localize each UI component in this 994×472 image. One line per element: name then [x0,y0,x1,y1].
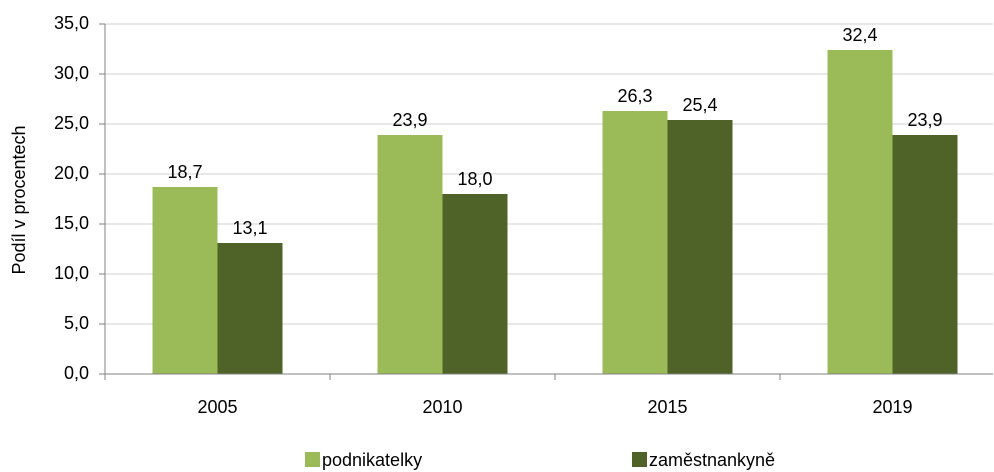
bar [602,111,668,374]
bar [377,135,443,374]
bar [827,50,893,374]
x-tick-label: 2005 [197,397,237,417]
value-label: 25,4 [682,95,717,115]
x-tick-label: 2019 [872,397,912,417]
value-label: 23,9 [907,110,942,130]
y-axis-label: Podíl v procentech [9,125,29,274]
x-tick-label: 2015 [647,397,687,417]
y-tick-label: 10,0 [54,263,89,283]
value-label: 26,3 [617,86,652,106]
y-tick-label: 35,0 [54,13,89,33]
y-tick-label: 15,0 [54,213,89,233]
value-label: 18,0 [457,169,492,189]
value-label: 18,7 [167,162,202,182]
y-tick-label: 30,0 [54,63,89,83]
bar [892,135,958,374]
x-tick-label: 2010 [422,397,462,417]
y-tick-label: 20,0 [54,163,89,183]
legend-swatch [632,452,647,467]
legend-label: podnikatelky [322,450,422,470]
y-tick-label: 5,0 [64,313,89,333]
value-label: 13,1 [232,218,267,238]
y-tick-label: 25,0 [54,113,89,133]
legend-swatch [305,452,320,467]
value-label: 23,9 [392,110,427,130]
bar [217,243,283,374]
bar [152,187,218,374]
value-label: 32,4 [842,25,877,45]
legend-label: zaměstnankyně [649,450,775,470]
y-tick-label: 0,0 [64,363,89,383]
bar [667,120,733,374]
bar [442,194,508,374]
